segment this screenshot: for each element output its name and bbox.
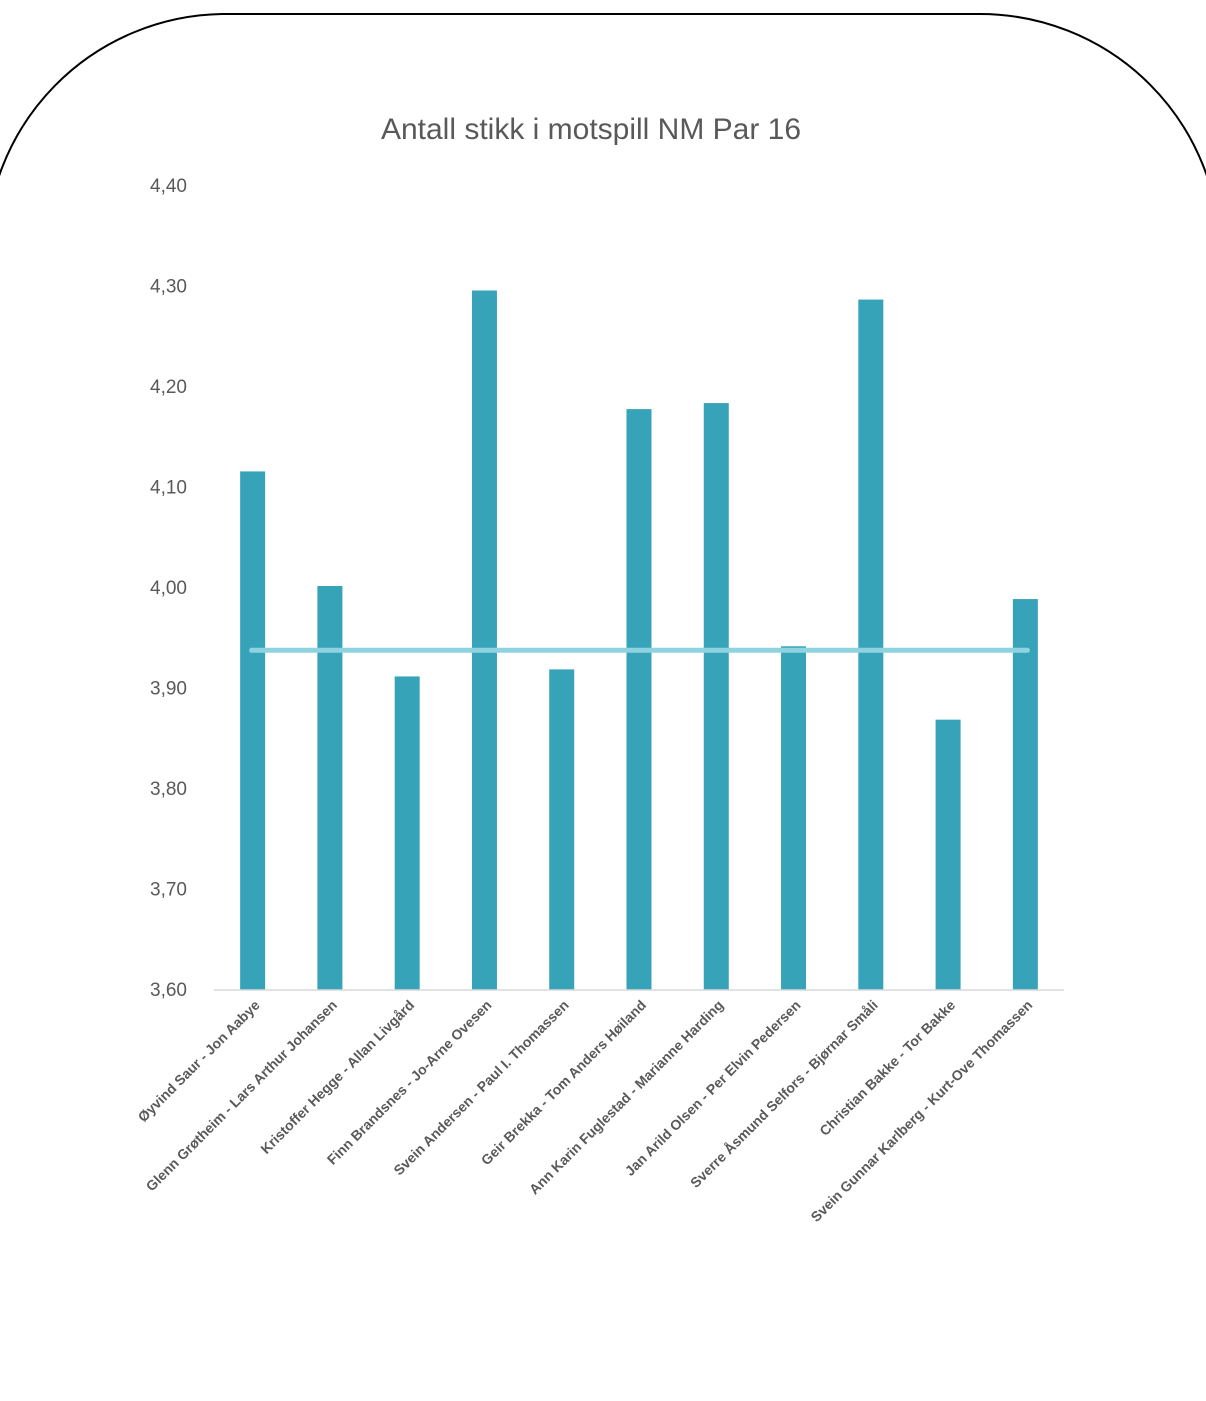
y-tick-label: 4,00 <box>150 578 187 599</box>
y-tick-label: 4,20 <box>150 377 187 398</box>
bar <box>935 719 961 990</box>
y-tick-label: 4,40 <box>150 176 187 197</box>
rounded-chart-border <box>0 13 1206 1401</box>
y-tick-label: 3,90 <box>150 679 187 700</box>
bar <box>703 403 729 991</box>
y-tick-label: 4,10 <box>150 478 187 499</box>
bar <box>858 299 884 990</box>
bar <box>1012 599 1038 990</box>
y-tick-label: 4,30 <box>150 277 187 298</box>
bar <box>394 676 420 990</box>
bar <box>317 585 343 990</box>
y-axis-ticks: 3,60 3,70 3,80 3,90 4,00 4,10 4,20 4,30 4,40 <box>150 176 187 1001</box>
chart-title: Antall stikk i motspill NM Par 16 <box>381 113 801 146</box>
y-tick-label: 3,60 <box>150 980 187 1001</box>
bar <box>781 646 807 990</box>
bars <box>240 290 1038 991</box>
bar <box>471 290 497 990</box>
bar <box>626 409 652 990</box>
bar <box>549 669 575 990</box>
bar <box>240 471 266 990</box>
y-tick-label: 3,70 <box>150 880 187 901</box>
y-tick-label: 3,80 <box>150 779 187 800</box>
